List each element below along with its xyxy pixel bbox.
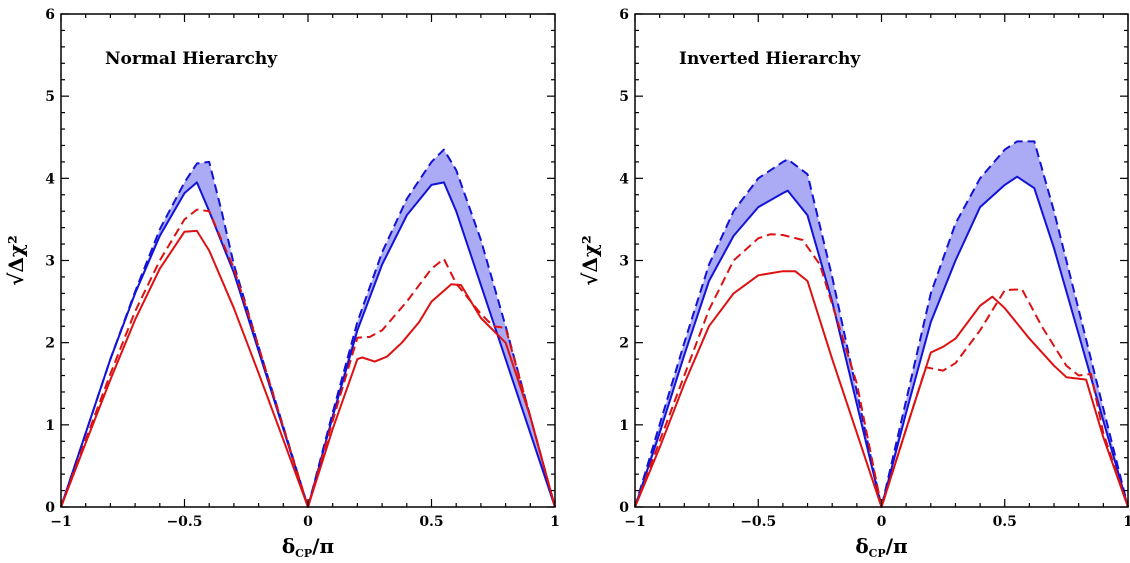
x-tick-label: 0 [877,514,887,530]
y-tick-label: 5 [45,89,55,105]
series-line-4 [634,270,1129,508]
series-line-3 [60,208,556,508]
x-axis-label: δCP/π [855,534,907,560]
plot-frame [634,13,1129,508]
series-line-1 [60,148,556,508]
x-tick-label: −1 [624,514,645,530]
x-tick-label: 0.5 [419,514,443,530]
panel-label: Inverted Hierarchy [679,49,861,69]
y-tick-label: 1 [45,418,55,434]
panel-label: Normal Hierarchy [105,49,278,69]
y-tick-label: 6 [619,7,629,23]
sensitivity-band [61,149,555,507]
y-tick-label: 4 [619,171,629,187]
y-tick-label: 4 [45,171,55,187]
y-tick-label: 1 [619,418,629,434]
y-tick-label: 3 [45,254,55,270]
x-tick-label: −0.5 [740,514,776,530]
x-tick-label: −1 [50,514,71,530]
panel-2: −1 −0.5 0 0.5 1 0 1 2 3 4 5 6 Inverted Hierarchy δCP/… [578,7,1130,560]
x-tick-label: 0 [303,514,313,530]
y-axis-label: √Δχ² [578,235,602,286]
x-tick-label: 1 [1123,514,1130,530]
x-tick-label: −0.5 [166,514,202,530]
y-tick-label: 0 [45,500,55,516]
y-tick-label: 2 [619,336,629,352]
series-line-2 [60,181,556,508]
x-axis-label: δCP/π [282,534,334,560]
x-tick-label: 1 [550,514,560,530]
y-tick-label: 3 [619,254,629,270]
series-line-1 [634,140,1129,508]
panel-1: −1 −0.5 0 0.5 1 0 1 2 3 4 5 6 Normal Hierarchy δCP/π √… [4,7,560,560]
sensitivity-band [635,141,1128,507]
y-tick-label: 5 [619,89,629,105]
series-line-4 [60,229,556,508]
y-tick-label: 0 [619,500,629,516]
x-tick-label: 0.5 [993,514,1017,530]
y-tick-label: 2 [45,336,55,352]
y-axis-label: √Δχ² [4,235,28,286]
y-tick-label: 6 [45,7,55,23]
